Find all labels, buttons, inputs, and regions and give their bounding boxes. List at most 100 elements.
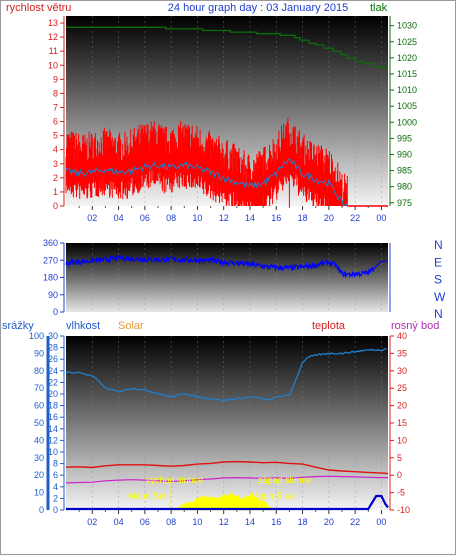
rain-axis-title: srážky	[2, 320, 34, 332]
temperature-axis-title: teplota	[312, 320, 346, 332]
solar-series	[171, 492, 278, 511]
pressure-tick-label: 1005	[397, 101, 417, 111]
humidity-tick-label: 0	[53, 505, 58, 515]
temperature-tick-label: -5	[397, 488, 405, 498]
x-tick-label: 12	[219, 213, 229, 223]
wind-axis-title: rychlost větru	[6, 2, 71, 14]
wind-tick-label: 5	[53, 131, 58, 141]
dewpoint-legend: rosný bod	[391, 320, 439, 332]
pressure-tick-label: 980	[397, 182, 412, 192]
humidity-tick-label: 28	[48, 343, 58, 353]
direction-tick-label: 270	[43, 255, 58, 265]
rain-series	[66, 494, 389, 511]
direction-axis: 0 90 180 270 360	[43, 238, 65, 317]
wind-direction-series	[65, 254, 388, 279]
wind-tick-label: 2	[53, 173, 58, 183]
x-tick-label: 18	[298, 517, 308, 527]
temperature-tick-label: 25	[397, 383, 407, 393]
temperature-tick-label: 0	[397, 470, 402, 480]
wind-tick-label: 0	[53, 201, 58, 211]
temperature-tick-label: 30	[397, 366, 407, 376]
temperature-tick-label: 40	[397, 331, 407, 341]
temperature-series	[65, 460, 389, 475]
direction-tick-label: 180	[43, 273, 58, 283]
wind-tick-label: 1	[53, 187, 58, 197]
x-tick-label: 00	[376, 517, 386, 527]
rain-tick-label: 30	[34, 453, 44, 463]
x-tick-label: 02	[87, 517, 97, 527]
pressure-tick-label: 975	[397, 198, 412, 208]
pressure-tick-label: 1015	[397, 69, 417, 79]
compass-label: N	[434, 307, 443, 321]
x-tick-label: 22	[350, 213, 360, 223]
humidity-tick-label: 18	[48, 401, 58, 411]
wind-average-series	[65, 158, 348, 207]
temp-axes: 0102030405060708090100024681012141618202…	[29, 331, 410, 515]
temperature-tick-label: 5	[397, 453, 402, 463]
wind-tick-label: 13	[48, 18, 58, 28]
humidity-tick-label: 12	[48, 435, 58, 445]
x-tick-label: 14	[245, 213, 255, 223]
x-tick-label: 18	[298, 213, 308, 223]
temperature-tick-label: 10	[397, 435, 407, 445]
humidity-temperature-plot-area	[66, 336, 388, 510]
wind-tick-label: 6	[53, 117, 58, 127]
direction-series	[65, 254, 388, 279]
pressure-tick-label: 1020	[397, 53, 417, 63]
sunrise-label: východ slunce	[146, 475, 203, 485]
pressure-axis: 975 980 985 990 995 1000 1005 1010 1015 1020 1025 1…	[389, 16, 417, 208]
humidity-tick-label: 14	[48, 424, 58, 434]
pressure-axis-title: tlak	[370, 2, 388, 14]
humidity-tick-label: 26	[48, 354, 58, 364]
temp-x-axis: 02 04 06 08 10 12 14 16 18 20 22 00	[78, 510, 386, 527]
temperature-tick-label: 20	[397, 401, 407, 411]
rain-tick-label: 0	[39, 505, 44, 515]
direction-tick-label: 360	[43, 238, 58, 248]
direction-tick-label: 90	[48, 290, 58, 300]
pressure-tick-label: 985	[397, 166, 412, 176]
humidity-tick-label: 30	[48, 331, 58, 341]
humidity-series	[65, 347, 387, 402]
x-tick-label: 08	[166, 213, 176, 223]
x-tick-label: 16	[271, 517, 281, 527]
x-tick-label: 04	[114, 517, 124, 527]
humidity-tick-label: 4	[53, 482, 58, 492]
moonrise-label: Moon Rise	[251, 491, 294, 501]
wind-tick-label: 11	[49, 46, 58, 56]
x-tick-label: 06	[140, 213, 150, 223]
direction-grid	[91, 243, 382, 312]
humidity-tick-label: 2	[53, 493, 58, 503]
rain-tick-label: 40	[34, 435, 44, 445]
humidity-tick-label: 6	[53, 470, 58, 480]
wind-tick-label: 4	[53, 145, 58, 155]
humidity-axis-title: vlhkost	[66, 320, 100, 332]
chart-title: 24 hour graph day : 03 January 2015	[168, 2, 348, 14]
wind-tick-label: 10	[48, 60, 58, 70]
x-tick-label: 22	[350, 517, 360, 527]
humidity-tick-label: 22	[48, 377, 58, 387]
wind-tick-label: 3	[53, 159, 58, 169]
x-tick-label: 16	[271, 213, 281, 223]
humidity-tick-label: 8	[53, 459, 58, 469]
rain-tick-label: 70	[34, 383, 44, 393]
wind-pressure-series	[65, 26, 388, 207]
humidity-tick-label: 20	[48, 389, 58, 399]
compass-label: N	[434, 238, 443, 252]
compass-label: E	[434, 255, 442, 269]
x-tick-label: 10	[192, 517, 202, 527]
wind-x-axis: 02 04 06 08 10 12 14 16 18 20 22 00	[78, 206, 386, 223]
x-tick-label: 08	[166, 517, 176, 527]
pressure-tick-label: 1010	[397, 85, 417, 95]
wind-tick-label: 8	[53, 88, 58, 98]
rain-tick-label: 10	[34, 488, 44, 498]
temp-series	[65, 347, 389, 511]
rain-tick-label: 50	[34, 418, 44, 428]
moonset-label: Moon Set	[128, 491, 167, 501]
rain-tick-label: 60	[34, 401, 44, 411]
wind-tick-label: 12	[48, 32, 58, 42]
x-tick-label: 04	[114, 213, 124, 223]
x-tick-label: 20	[324, 517, 334, 527]
compass-label: S	[434, 273, 442, 287]
